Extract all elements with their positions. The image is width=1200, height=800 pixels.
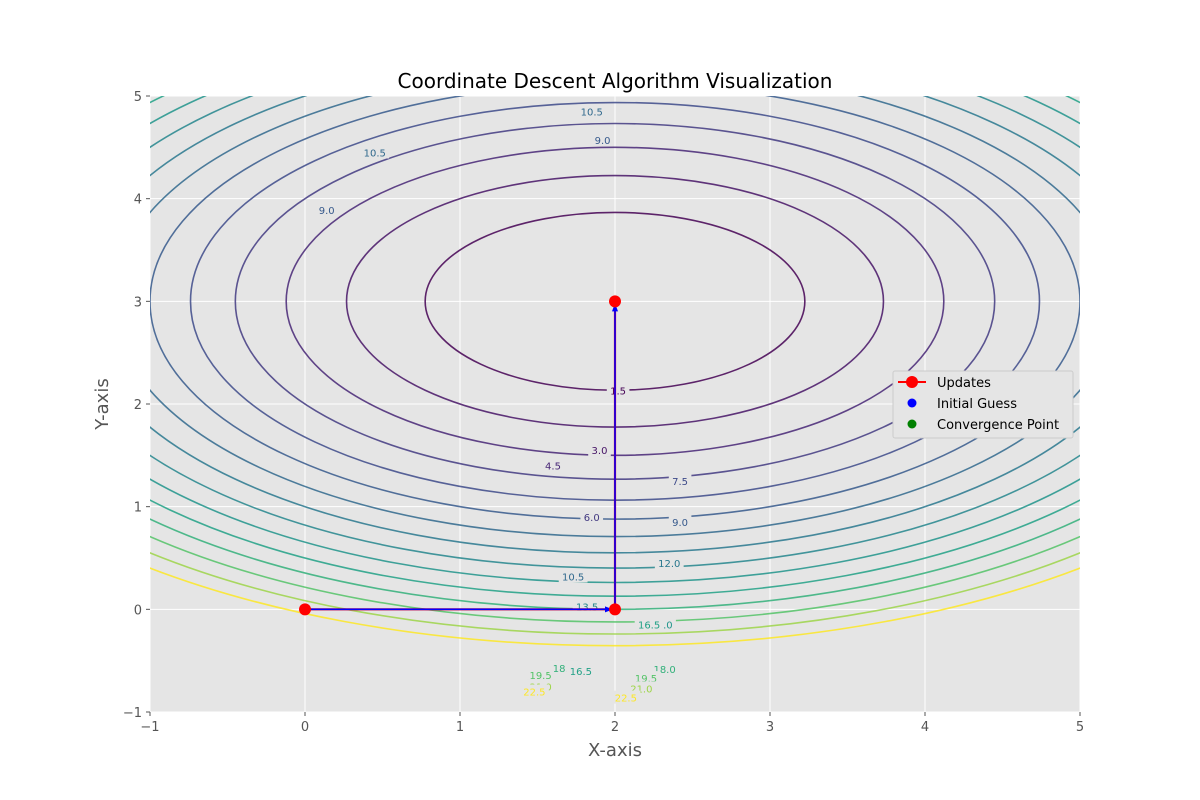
legend-updates-label: Updates bbox=[937, 376, 991, 391]
x-tick-label: 1 bbox=[456, 720, 464, 735]
contour-label: 9.0 bbox=[595, 136, 611, 147]
legend-updates-marker bbox=[906, 376, 918, 388]
contour-label-bg bbox=[634, 617, 664, 631]
contour-label-bg bbox=[631, 671, 661, 685]
tick-labels: −1 0 1 2 3 4 5 −1 0 1 2 3 4 5 bbox=[123, 90, 1084, 735]
y-tick-label: 2 bbox=[134, 398, 142, 413]
y-tick-label: 0 bbox=[134, 603, 142, 618]
contour-label: 19.5 bbox=[635, 674, 657, 685]
contour-label: 9.0 bbox=[319, 206, 335, 217]
y-axis-label: Y-axis bbox=[92, 378, 113, 430]
contour-label-bg bbox=[577, 104, 607, 118]
legend-initial-guess-label: Initial Guess bbox=[937, 397, 1017, 412]
chart-title: Coordinate Descent Algorithm Visualizati… bbox=[398, 69, 833, 93]
legend: Updates Initial Guess Convergence Point bbox=[892, 370, 1074, 439]
contour-label: 10.5 bbox=[562, 572, 584, 583]
contour-label: 6.0 bbox=[584, 513, 600, 524]
x-axis-label: X-axis bbox=[588, 740, 642, 761]
contour-label-bg bbox=[591, 133, 614, 147]
y-tick-label: 3 bbox=[134, 295, 142, 310]
contour-labels: 10.59.03.04.56.010.513.519.518.016.521.0… bbox=[315, 104, 692, 705]
update-point bbox=[609, 603, 621, 616]
contour-line bbox=[150, 551, 1080, 635]
contour-label: 10.5 bbox=[581, 107, 603, 118]
contour-label: 16.5 bbox=[570, 667, 592, 678]
contour-label: 22.5 bbox=[615, 694, 637, 705]
update-point bbox=[299, 603, 311, 616]
update-point bbox=[609, 295, 621, 308]
contour-label-bg bbox=[668, 474, 692, 487]
contour-label: 19.5 bbox=[529, 671, 551, 682]
contour-label-bg bbox=[520, 684, 549, 698]
y-tick-label: 5 bbox=[134, 90, 142, 105]
contour-label-bg bbox=[360, 145, 390, 159]
x-tick-label: 4 bbox=[921, 720, 929, 735]
x-tick-label: 2 bbox=[611, 720, 619, 735]
x-tick-label: 5 bbox=[1076, 720, 1084, 735]
contour-label-bg bbox=[668, 515, 692, 529]
contour-label: 1.5 bbox=[610, 387, 626, 398]
contour-line bbox=[150, 567, 1080, 647]
contour-label: 4.5 bbox=[545, 462, 561, 473]
contour-label: 9.0 bbox=[672, 518, 688, 529]
contour-label-bg bbox=[566, 663, 596, 677]
contour-label: 18.0 bbox=[553, 664, 575, 675]
contour-label-bg bbox=[558, 569, 588, 583]
y-tick-label: 1 bbox=[134, 501, 142, 516]
contour-label-bg bbox=[526, 668, 555, 682]
x-tick-label: 3 bbox=[766, 720, 774, 735]
contour-label: 18.0 bbox=[653, 665, 675, 676]
contour-label-bg bbox=[588, 443, 611, 457]
contour-label-bg bbox=[611, 690, 641, 704]
contour-label-bg bbox=[315, 202, 338, 216]
legend-convergence-label: Convergence Point bbox=[937, 418, 1059, 433]
legend-box bbox=[892, 370, 1074, 439]
x-tick-label: −1 bbox=[140, 720, 159, 735]
contour-label-bg bbox=[541, 458, 565, 472]
contour-label: 12.0 bbox=[658, 559, 680, 570]
contour-line bbox=[150, 535, 1080, 623]
y-tick-label: −1 bbox=[123, 706, 142, 721]
legend-convergence-marker bbox=[907, 419, 917, 429]
legend-initial-guess-marker bbox=[907, 398, 917, 408]
contour-label: 22.5 bbox=[523, 687, 545, 698]
contour-label: 16.5 bbox=[638, 621, 660, 632]
contour-label-bg bbox=[606, 383, 630, 397]
contour-label: 21.0 bbox=[630, 684, 652, 695]
series bbox=[299, 295, 621, 616]
x-tick-label: 0 bbox=[301, 720, 309, 735]
contour-label: 7.5 bbox=[672, 477, 688, 488]
y-tick-label: 4 bbox=[134, 193, 142, 208]
contour-label: 10.5 bbox=[364, 148, 386, 159]
contour-label: 3.0 bbox=[592, 446, 608, 457]
contour-label: 13.5 bbox=[576, 602, 598, 613]
contour-label-bg bbox=[654, 556, 684, 570]
contour-label-bg bbox=[580, 509, 604, 523]
